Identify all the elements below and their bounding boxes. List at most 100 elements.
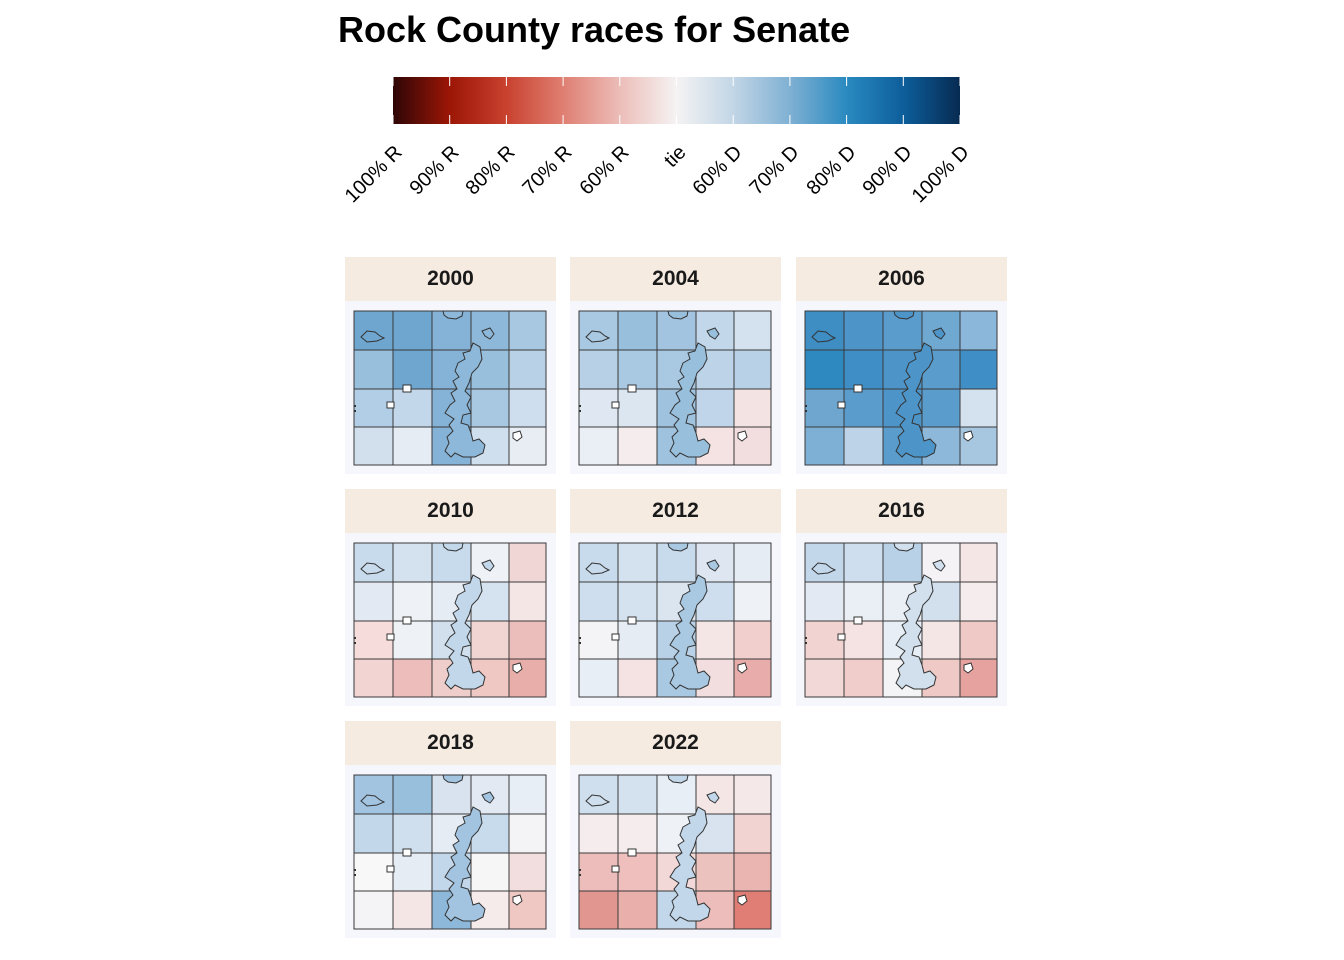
border-mark (579, 869, 581, 871)
north-municipality (667, 310, 689, 320)
township (804, 426, 845, 466)
township (959, 349, 998, 390)
township (508, 813, 547, 854)
north-municipality (442, 774, 464, 784)
township (843, 349, 884, 390)
southeast-municipality (512, 662, 523, 674)
village-outline (386, 633, 395, 641)
panel-2022: 2022 (570, 721, 781, 938)
county-map (578, 542, 772, 698)
border-mark (579, 874, 581, 876)
township (733, 774, 772, 815)
village-outline (611, 401, 620, 409)
township (617, 388, 658, 428)
panel-strip: 2000 (345, 257, 556, 301)
panel-year: 2016 (878, 499, 925, 522)
legend-label-80r: 80% R (461, 141, 520, 200)
southeast-municipality (963, 430, 974, 442)
township (578, 774, 619, 815)
village-outline (837, 401, 846, 409)
village-outline (611, 865, 620, 873)
township (733, 620, 772, 660)
city-boundary (444, 574, 486, 690)
township (508, 774, 547, 815)
border-mark (579, 405, 581, 407)
legend-label-90r: 90% R (405, 141, 464, 200)
city-boundary (895, 342, 937, 458)
northeast-municipality (481, 791, 495, 804)
township (578, 426, 619, 466)
panel-year: 2004 (652, 267, 699, 290)
township (353, 581, 394, 622)
township (353, 813, 394, 854)
township (733, 542, 772, 583)
township (921, 542, 961, 583)
township (733, 581, 772, 622)
southeast-municipality (963, 662, 974, 674)
north-municipality (442, 542, 464, 552)
township (959, 620, 998, 660)
township (353, 890, 394, 930)
panel-year: 2012 (652, 499, 699, 522)
northeast-municipality (932, 559, 946, 572)
township (578, 890, 619, 930)
northeast-municipality (706, 327, 720, 340)
township (392, 813, 433, 854)
panel-2010: 2010 (345, 489, 556, 706)
township (578, 813, 619, 854)
border-mark (579, 410, 581, 412)
township (392, 620, 433, 660)
township (353, 774, 394, 815)
panel-year: 2000 (427, 267, 474, 290)
township (578, 658, 619, 698)
southeast-municipality (737, 894, 748, 906)
panel-2004: 2004 (570, 257, 781, 474)
township (508, 620, 547, 660)
township (617, 310, 658, 351)
border-mark (354, 642, 356, 644)
township (695, 852, 735, 892)
village-outline (386, 401, 395, 409)
legend-label-60r: 60% R (575, 141, 634, 200)
city-boundary (444, 806, 486, 922)
northeast-municipality (481, 559, 495, 572)
township (392, 890, 433, 930)
township (843, 542, 884, 583)
border-mark (579, 642, 581, 644)
township (617, 890, 658, 930)
township (959, 542, 998, 583)
border-mark (354, 410, 356, 412)
border-mark (805, 642, 807, 644)
township (508, 852, 547, 892)
township (578, 542, 619, 583)
panel-year: 2022 (652, 731, 699, 754)
border-mark (354, 405, 356, 407)
township (508, 581, 547, 622)
city-boundary (895, 574, 937, 690)
county-map (804, 310, 998, 466)
panel-strip: 2016 (796, 489, 1007, 533)
panel-2018: 2018 (345, 721, 556, 938)
northeast-municipality (932, 327, 946, 340)
village-outline (627, 616, 637, 625)
township (959, 581, 998, 622)
township (392, 542, 433, 583)
township (733, 349, 772, 390)
township (392, 426, 433, 466)
legend-label-tie: tie (659, 141, 691, 172)
township (392, 852, 433, 892)
township (353, 426, 394, 466)
southeast-municipality (737, 430, 748, 442)
border-mark (354, 637, 356, 639)
legend-label-100d: 100% D (907, 141, 974, 208)
panel-2000: 2000 (345, 257, 556, 474)
township (617, 774, 658, 815)
city-boundary (669, 806, 711, 922)
village-outline (627, 384, 637, 393)
township (843, 426, 884, 466)
colorbar-legend (392, 77, 961, 124)
township (353, 658, 394, 698)
county-map (804, 542, 998, 698)
northeast-municipality (706, 791, 720, 804)
township (617, 349, 658, 390)
